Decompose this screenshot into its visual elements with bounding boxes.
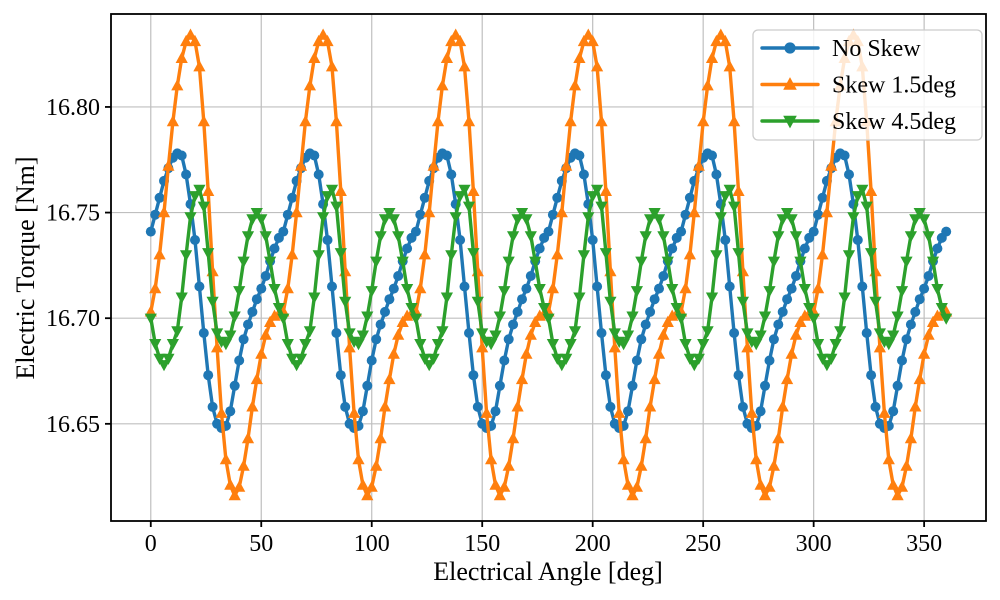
series-markers-no-skew — [145, 148, 952, 433]
x-tick-label-200: 200 — [575, 531, 611, 557]
legend-samples — [760, 42, 820, 129]
x-axis-label: Electrical Angle [deg] — [433, 557, 663, 586]
series-skew-4-5deg — [144, 184, 953, 372]
x-tick-label-250: 250 — [685, 531, 721, 557]
y-tick-label-16.7: 16.70 — [46, 306, 100, 332]
x-tick-label-100: 100 — [354, 531, 390, 557]
x-tick-label-50: 50 — [249, 531, 273, 557]
x-tick-label-150: 150 — [464, 531, 500, 557]
x-tick-label-0: 0 — [145, 531, 157, 557]
series-markers-skew-1-5deg — [144, 28, 953, 501]
legend: No Skew Skew 1.5deg Skew 4.5deg — [752, 29, 983, 141]
x-tick-label-350: 350 — [906, 531, 942, 557]
y-tick-label-16.75: 16.75 — [46, 201, 100, 227]
x-tick-label-300: 300 — [796, 531, 832, 557]
legend-sample-no-skew — [760, 42, 820, 54]
legend-sample-skew-4-5deg — [760, 115, 820, 129]
tick-layer: 0 50 100 150 200 250 300 350 16.65 16.70 16.75 16.8… — [46, 95, 942, 557]
legend-label-skew-4-5deg: Skew 4.5deg — [832, 109, 956, 135]
y-tick-label-16.65: 16.65 — [46, 412, 100, 438]
y-tick-label-16.8: 16.80 — [46, 95, 100, 121]
legend-label-skew-1-5deg: Skew 1.5deg — [832, 73, 956, 99]
y-axis-label: Electric Torque [Nm] — [11, 157, 40, 380]
series-skew-1-5deg — [144, 28, 953, 501]
series-layer — [144, 28, 953, 501]
legend-label-no-skew: No Skew — [832, 36, 921, 62]
axes-frame — [110, 13, 987, 522]
series-no-skew — [145, 148, 952, 433]
legend-box — [752, 29, 983, 141]
legend-sample-skew-1-5deg — [760, 77, 820, 90]
series-markers-skew-4-5deg — [144, 184, 953, 372]
